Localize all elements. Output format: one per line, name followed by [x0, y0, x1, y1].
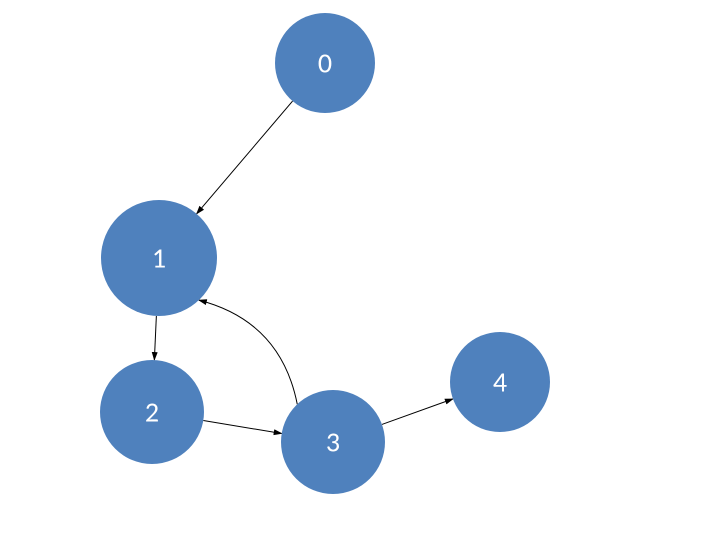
node-0-label: 0: [318, 46, 332, 81]
node-0: 0: [275, 13, 375, 113]
directed-graph: 0 1 2 3 4: [0, 0, 706, 557]
edge-0-1: [197, 101, 293, 214]
node-3-label: 3: [326, 425, 340, 460]
node-2: 2: [100, 360, 204, 464]
node-4: 4: [450, 332, 550, 432]
node-4-label: 4: [493, 365, 507, 400]
node-2-label: 2: [145, 395, 159, 430]
edge-2-3: [203, 421, 281, 434]
edge-1-2: [154, 316, 156, 360]
node-1-label: 1: [152, 241, 166, 276]
edge-3-4: [382, 399, 453, 425]
node-3: 3: [281, 390, 385, 494]
node-1: 1: [101, 200, 217, 316]
nodes-layer: 0 1 2 3 4: [100, 13, 550, 494]
edge-3-1: [199, 300, 297, 404]
